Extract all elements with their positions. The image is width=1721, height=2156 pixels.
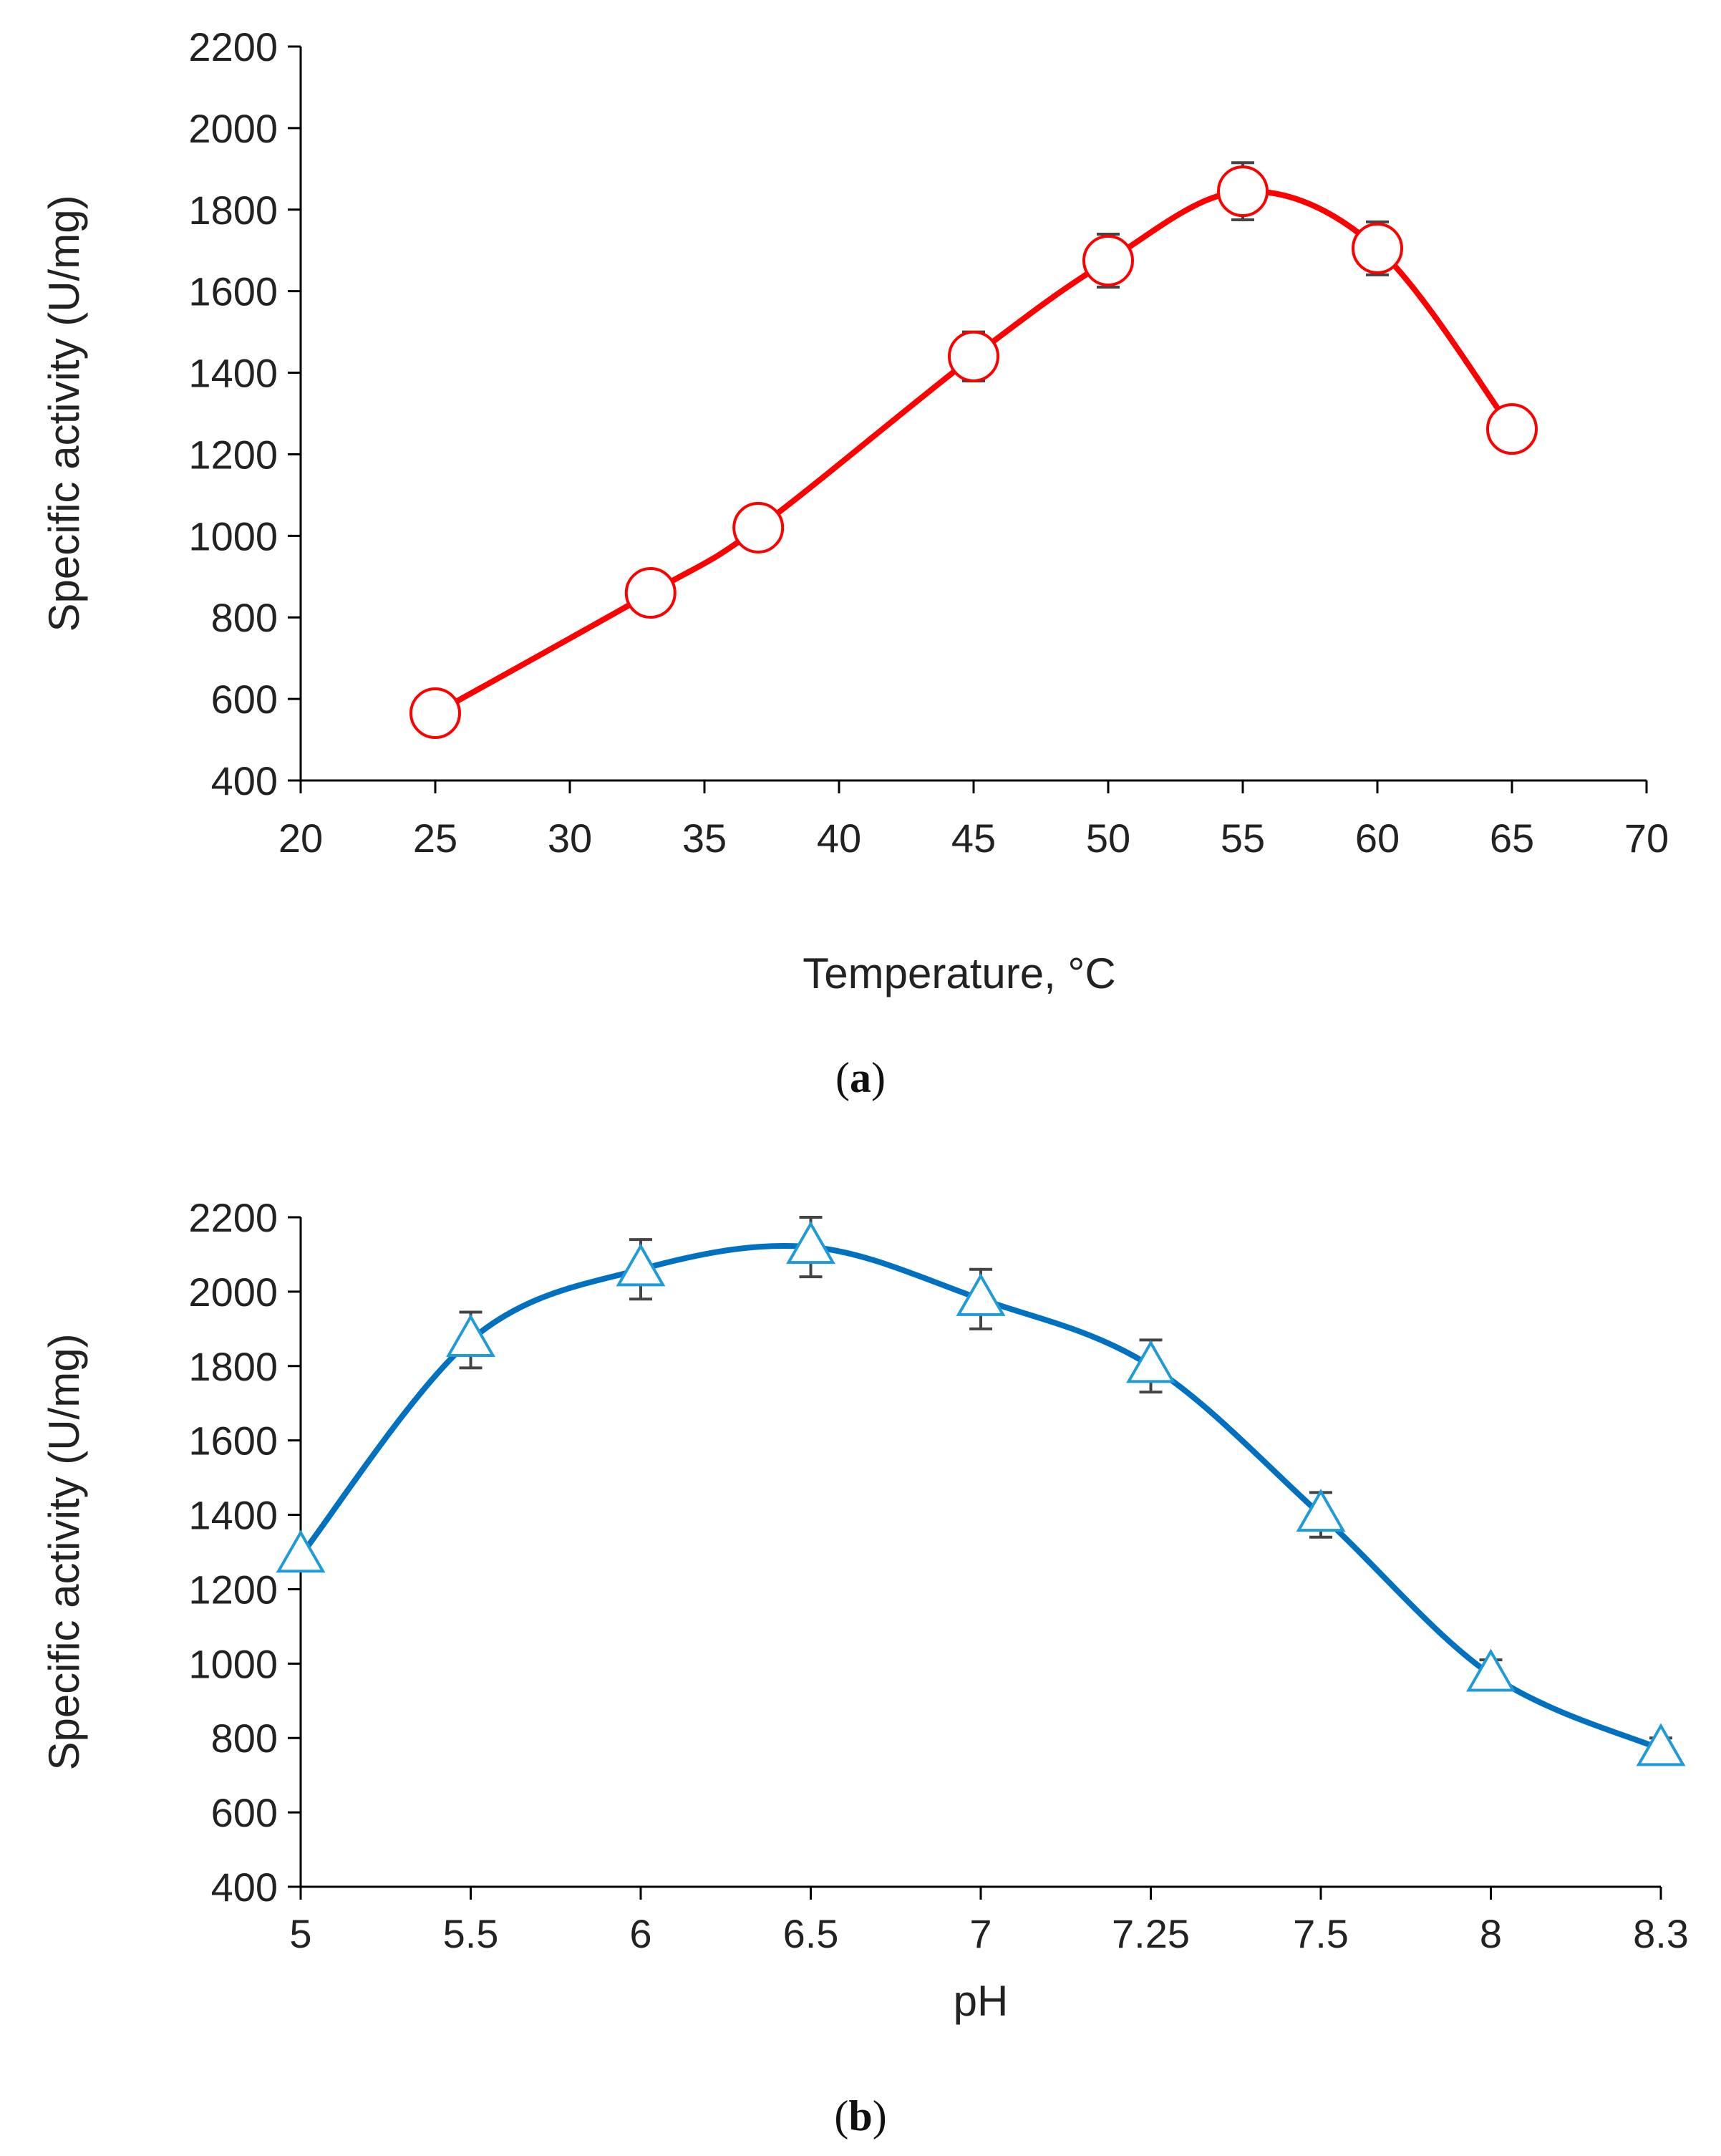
y-tick-label: 1000 (188, 1641, 278, 1686)
x-tick-label: 25 (413, 816, 457, 861)
y-tick-label: 400 (211, 1865, 278, 1910)
x-axis-title: pH (954, 1977, 1009, 2025)
data-point-marker (1296, 1489, 1346, 1532)
data-point-marker (1636, 1723, 1686, 1766)
panel-label-close: ) (871, 1054, 886, 1101)
data-point-marker (732, 501, 785, 553)
x-tick-label: 5 (289, 1911, 311, 1956)
data-point-marker (1217, 165, 1269, 218)
data-point-marker (1126, 1340, 1175, 1383)
data-point-marker (1466, 1648, 1516, 1692)
data-point-marker (948, 330, 999, 382)
x-tick-label: 50 (1086, 816, 1130, 861)
data-point-marker (409, 687, 461, 740)
y-tick-label: 1800 (188, 188, 278, 233)
y-tick-label: 600 (211, 1790, 278, 1835)
y-tick-label: 2000 (188, 1270, 278, 1315)
x-tick-label: 20 (278, 816, 323, 861)
y-tick-label: 600 (211, 677, 278, 722)
panel-label-open: ( (835, 1054, 850, 1101)
y-tick-label: 2200 (188, 1195, 278, 1240)
y-axis-title: Specific activity (U/mg) (40, 1333, 88, 1770)
data-point-marker (624, 567, 677, 619)
x-tick-label: 6.5 (783, 1911, 839, 1956)
y-axis-title: Specific activity (U/mg) (40, 195, 88, 632)
x-tick-label: 55 (1221, 816, 1265, 861)
x-tick-label: 7 (969, 1911, 992, 1956)
panel-label-letter: b (848, 2092, 872, 2140)
x-tick-label: 35 (682, 816, 727, 861)
data-point-marker (1352, 222, 1403, 274)
x-tick-label: 7.5 (1293, 1911, 1349, 1956)
data-point-marker (956, 1272, 1006, 1316)
x-tick-label: 65 (1490, 816, 1534, 861)
x-tick-label: 70 (1624, 816, 1669, 861)
x-tick-label: 8 (1480, 1911, 1502, 1956)
x-tick-label: 5.5 (443, 1911, 499, 1956)
y-tick-label: 800 (211, 595, 278, 640)
panel-label: (a) (835, 1054, 886, 1101)
y-tick-label: 800 (211, 1716, 278, 1761)
data-point-marker (446, 1314, 495, 1358)
y-tick-label: 400 (211, 758, 278, 803)
x-tick-label: 45 (951, 816, 996, 861)
x-tick-label: 60 (1355, 816, 1400, 861)
y-tick-label: 1200 (188, 432, 278, 477)
panel-label-close: ) (873, 2092, 887, 2140)
y-tick-label: 1400 (188, 1493, 278, 1538)
panel-label-open: ( (834, 2092, 848, 2140)
y-tick-label: 1000 (188, 513, 278, 559)
data-point-marker (616, 1243, 666, 1287)
data-point-marker (1082, 234, 1134, 286)
x-tick-label: 30 (548, 816, 592, 861)
x-tick-label: 7.25 (1112, 1911, 1190, 1956)
y-tick-label: 2200 (188, 24, 278, 69)
chart-b-ph: 400 600 800 1000 1200 1400 1600 1800 2000 2200 5 5.… (40, 1195, 1689, 2140)
y-tick-label: 1200 (188, 1567, 278, 1612)
data-point-marker (276, 1529, 326, 1573)
x-axis-title: Temperature, °C (803, 949, 1116, 997)
y-tick-label: 1600 (188, 1418, 278, 1464)
data-point-marker (786, 1221, 835, 1265)
y-tick-label: 1800 (188, 1344, 278, 1389)
panel-label: (b) (834, 2092, 886, 2140)
y-tick-label: 1400 (188, 351, 278, 396)
x-tick-label: 6 (629, 1911, 651, 1956)
x-tick-label: 40 (817, 816, 861, 861)
x-tick-label: 8.3 (1633, 1911, 1689, 1956)
data-point-marker (1486, 403, 1538, 455)
y-tick-label: 2000 (188, 106, 278, 151)
panel-label-letter: a (850, 1054, 871, 1101)
chart-a-temperature: 400 600 800 1000 1200 1400 1600 1800 2000 2200 20 2… (40, 24, 1669, 1101)
y-tick-label: 1600 (188, 269, 278, 314)
